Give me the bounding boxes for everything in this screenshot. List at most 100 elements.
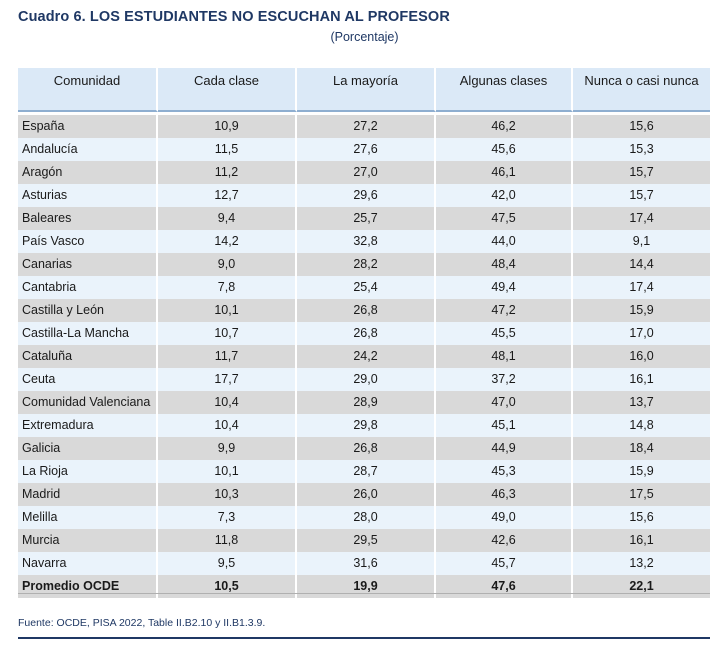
cell-comunidad: Cataluña <box>18 345 158 368</box>
cell-nunca: 15,6 <box>573 506 710 529</box>
cell-nunca: 15,7 <box>573 184 710 207</box>
cell-cada-clase: 7,8 <box>158 276 297 299</box>
cell-nunca: 15,7 <box>573 161 710 184</box>
cell-algunas-clases: 49,4 <box>436 276 573 299</box>
cell-comunidad: Castilla-La Mancha <box>18 322 158 345</box>
column-header-cada-clase: Cada clase <box>158 68 297 112</box>
cell-nunca: 13,2 <box>573 552 710 575</box>
cell-algunas-clases: 45,7 <box>436 552 573 575</box>
table-bottom-rule <box>18 593 710 594</box>
cell-cada-clase: 10,7 <box>158 322 297 345</box>
table-row: Canarias 9,0 28,2 48,4 14,4 <box>18 253 710 276</box>
cell-algunas-clases: 42,0 <box>436 184 573 207</box>
header-spacer <box>18 112 710 115</box>
cell-cada-clase: 14,2 <box>158 230 297 253</box>
cell-algunas-clases: 49,0 <box>436 506 573 529</box>
cell-algunas-clases: 47,2 <box>436 299 573 322</box>
cell-la-mayoria: 27,2 <box>297 115 436 138</box>
subtitle-text: (Porcentaje) <box>330 30 399 44</box>
cell-algunas-clases: 37,2 <box>436 368 573 391</box>
table-row: España 10,9 27,2 46,2 15,6 <box>18 115 710 138</box>
cell-cada-clase: 11,5 <box>158 138 297 161</box>
total-row: Promedio OCDE 10,5 19,9 47,6 22,1 <box>18 575 710 598</box>
cell-nunca: 17,5 <box>573 483 710 506</box>
table-row: Cantabria 7,8 25,4 49,4 17,4 <box>18 276 710 299</box>
cell-cada-clase: 10,3 <box>158 483 297 506</box>
table-row: Baleares 9,4 25,7 47,5 17,4 <box>18 207 710 230</box>
cell-nunca: 15,6 <box>573 115 710 138</box>
cell-nunca: 16,0 <box>573 345 710 368</box>
total-cell-la-mayoria: 19,9 <box>297 575 436 598</box>
table-row: La Rioja 10,1 28,7 45,3 15,9 <box>18 460 710 483</box>
cell-cada-clase: 12,7 <box>158 184 297 207</box>
cell-cada-clase: 10,4 <box>158 391 297 414</box>
table-row: Ceuta 17,7 29,0 37,2 16,1 <box>18 368 710 391</box>
table-row: Galicia 9,9 26,8 44,9 18,4 <box>18 437 710 460</box>
table-row: Andalucía 11,5 27,6 45,6 15,3 <box>18 138 710 161</box>
cell-algunas-clases: 45,6 <box>436 138 573 161</box>
cell-la-mayoria: 29,6 <box>297 184 436 207</box>
total-cell-comunidad: Promedio OCDE <box>18 575 158 598</box>
cell-la-mayoria: 27,0 <box>297 161 436 184</box>
cell-la-mayoria: 28,7 <box>297 460 436 483</box>
cell-la-mayoria: 26,8 <box>297 322 436 345</box>
cell-comunidad: Andalucía <box>18 138 158 161</box>
table-row: Cataluña 11,7 24,2 48,1 16,0 <box>18 345 710 368</box>
table-row: Castilla y León 10,1 26,8 47,2 15,9 <box>18 299 710 322</box>
cell-nunca: 9,1 <box>573 230 710 253</box>
cell-la-mayoria: 28,0 <box>297 506 436 529</box>
cell-cada-clase: 10,9 <box>158 115 297 138</box>
cell-la-mayoria: 29,5 <box>297 529 436 552</box>
cell-comunidad: Ceuta <box>18 368 158 391</box>
cell-comunidad: Cantabria <box>18 276 158 299</box>
cell-algunas-clases: 45,1 <box>436 414 573 437</box>
cell-cada-clase: 10,1 <box>158 460 297 483</box>
cell-cada-clase: 9,5 <box>158 552 297 575</box>
cell-nunca: 15,3 <box>573 138 710 161</box>
cell-comunidad: Comunidad Valenciana <box>18 391 158 414</box>
cell-algunas-clases: 48,1 <box>436 345 573 368</box>
cell-la-mayoria: 24,2 <box>297 345 436 368</box>
table-subtitle: (Porcentaje) <box>0 30 725 44</box>
cell-comunidad: Extremadura <box>18 414 158 437</box>
cell-comunidad: La Rioja <box>18 460 158 483</box>
cell-cada-clase: 9,9 <box>158 437 297 460</box>
table-row: Comunidad Valenciana 10,4 28,9 47,0 13,7 <box>18 391 710 414</box>
column-header-comunidad: Comunidad <box>18 68 158 112</box>
column-header-algunas-clases: Algunas clases <box>436 68 573 112</box>
cell-algunas-clases: 47,5 <box>436 207 573 230</box>
cell-algunas-clases: 44,9 <box>436 437 573 460</box>
cell-comunidad: Aragón <box>18 161 158 184</box>
table-row: Asturias 12,7 29,6 42,0 15,7 <box>18 184 710 207</box>
cell-nunca: 13,7 <box>573 391 710 414</box>
cell-comunidad: Murcia <box>18 529 158 552</box>
cell-nunca: 16,1 <box>573 529 710 552</box>
cell-comunidad: Madrid <box>18 483 158 506</box>
table-body: España 10,9 27,2 46,2 15,6 Andalucía 11,5 27,6 4… <box>18 112 710 598</box>
data-table: Comunidad Cada clase La mayoría Algunas … <box>18 68 710 598</box>
cell-nunca: 18,4 <box>573 437 710 460</box>
cell-comunidad: Navarra <box>18 552 158 575</box>
cell-algunas-clases: 46,3 <box>436 483 573 506</box>
table-row: Madrid 10,3 26,0 46,3 17,5 <box>18 483 710 506</box>
cell-cada-clase: 11,2 <box>158 161 297 184</box>
cell-la-mayoria: 26,8 <box>297 299 436 322</box>
spacer-cell <box>18 112 710 115</box>
table-row: Aragón 11,2 27,0 46,1 15,7 <box>18 161 710 184</box>
cell-nunca: 14,8 <box>573 414 710 437</box>
table-row: País Vasco 14,2 32,8 44,0 9,1 <box>18 230 710 253</box>
cell-la-mayoria: 25,7 <box>297 207 436 230</box>
header-row: Comunidad Cada clase La mayoría Algunas … <box>18 68 710 112</box>
cell-algunas-clases: 45,5 <box>436 322 573 345</box>
cell-algunas-clases: 46,2 <box>436 115 573 138</box>
cell-comunidad: Melilla <box>18 506 158 529</box>
table-row: Melilla 7,3 28,0 49,0 15,6 <box>18 506 710 529</box>
cell-nunca: 17,4 <box>573 276 710 299</box>
cell-cada-clase: 11,7 <box>158 345 297 368</box>
cell-nunca: 17,0 <box>573 322 710 345</box>
cell-la-mayoria: 28,2 <box>297 253 436 276</box>
cell-nunca: 14,4 <box>573 253 710 276</box>
cell-comunidad: País Vasco <box>18 230 158 253</box>
table-row: Navarra 9,5 31,6 45,7 13,2 <box>18 552 710 575</box>
cell-la-mayoria: 29,8 <box>297 414 436 437</box>
